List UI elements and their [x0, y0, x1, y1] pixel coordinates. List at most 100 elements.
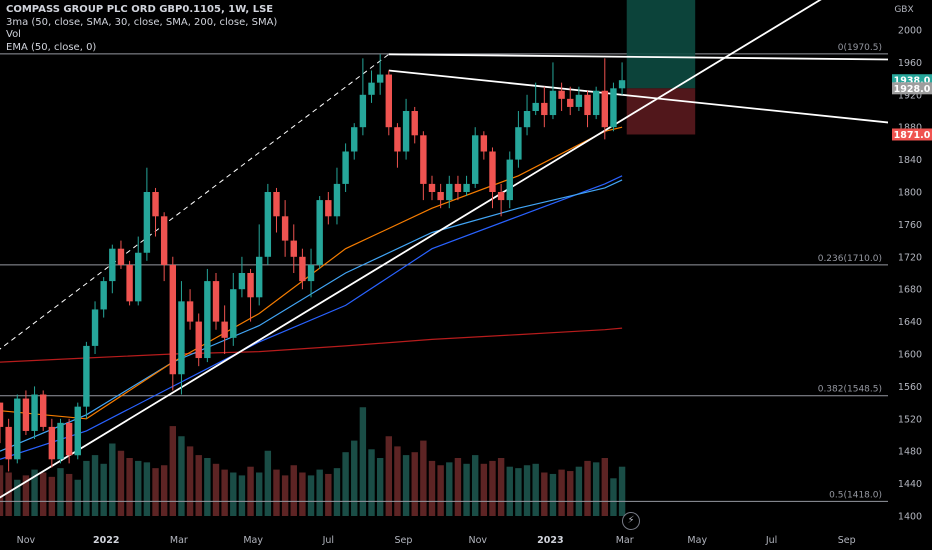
volume-bar — [31, 469, 38, 516]
candle-body — [247, 273, 254, 298]
volume-bar — [221, 469, 228, 516]
time-tick-label: Mar — [616, 535, 634, 546]
candle-body — [437, 192, 444, 201]
fib-level-label: 0.236(1710.0) — [818, 254, 882, 264]
lightning-icon[interactable]: ⚡ — [622, 512, 640, 530]
candle-body — [178, 301, 185, 375]
candle-body — [454, 183, 462, 192]
candle-body — [472, 135, 479, 184]
price-tick-label: 1760 — [898, 220, 922, 231]
trendline — [388, 69, 932, 128]
candle-body — [592, 90, 600, 116]
candle-body — [238, 273, 246, 290]
volume-bar — [160, 465, 168, 516]
candle-body — [186, 301, 194, 322]
trendline — [0, 0, 822, 499]
volume-bar — [57, 468, 64, 516]
candle-body — [359, 94, 367, 128]
volume-bar — [472, 455, 479, 516]
candle-body — [22, 398, 30, 431]
indicator-3ma-label[interactable]: 3ma (50, close, SMA, 30, close, SMA, 200… — [6, 16, 278, 28]
candle-body — [532, 102, 539, 111]
volume-bar — [299, 472, 306, 516]
volume-bar — [618, 466, 626, 516]
volume-bar — [549, 473, 557, 516]
candle-body — [584, 94, 591, 116]
time-tick-label: 2022 — [93, 535, 119, 546]
volume-bar — [584, 460, 591, 516]
trendlines[interactable] — [0, 0, 932, 508]
volume-bar — [126, 458, 133, 516]
volume-bar — [256, 472, 263, 516]
candle-body — [100, 281, 107, 310]
stop-price-text: 1871.0 — [894, 130, 931, 141]
fibonacci-levels[interactable]: 0(1970.5) 0.236(1710.0) 0.382(1548.5) 0.5(1… — [0, 43, 888, 502]
volume-bar — [290, 465, 297, 516]
price-tick-label: 1600 — [898, 350, 922, 361]
candle-body — [506, 159, 513, 201]
trendline — [0, 53, 390, 350]
volume-bar — [420, 440, 427, 516]
candle-body — [117, 248, 125, 265]
candle-body — [281, 216, 289, 241]
volume-bar — [281, 475, 289, 516]
candle-body — [299, 256, 306, 282]
indicator-ema-label[interactable]: EMA (50, close, 0) — [6, 41, 97, 53]
currency-label: GBX — [894, 5, 913, 15]
volume-bar — [325, 473, 332, 516]
candle-body — [316, 200, 323, 265]
candle-body — [109, 248, 116, 282]
candle-body — [31, 394, 38, 431]
time-axis[interactable]: Nov 2022 Mar May Jul Sep Nov 2023 Mar May Jul Sep — [17, 535, 856, 546]
volume-bar — [83, 460, 90, 516]
candle-body — [385, 74, 392, 128]
volume-bar — [610, 478, 617, 516]
candle-body — [230, 289, 237, 338]
candle-body — [204, 281, 211, 359]
volume-bar — [592, 462, 600, 516]
volume-bar — [204, 458, 211, 516]
volume-bar — [100, 463, 107, 516]
indicator-vol-label[interactable]: Vol — [6, 29, 21, 40]
price-tick-label: 1480 — [898, 447, 922, 458]
volume-bar — [5, 472, 12, 516]
candle-body — [558, 90, 565, 99]
candle-body — [126, 264, 133, 302]
symbol-title[interactable]: COMPASS GROUP PLC ORD GBP0.1105, 1W, LSE — [6, 4, 274, 15]
candle-body — [420, 135, 427, 184]
moving-averages — [0, 126, 623, 460]
volume-bar — [402, 455, 410, 516]
candle-body — [57, 422, 64, 460]
volume-bar — [212, 463, 220, 516]
candle-body — [169, 264, 176, 375]
candle-body — [402, 111, 410, 152]
candle-body — [549, 90, 557, 116]
candle-body — [618, 80, 626, 89]
time-tick-label: Mar — [170, 535, 188, 546]
candle-body — [515, 127, 522, 160]
volume-bar — [273, 469, 280, 516]
position-target-zone — [626, 0, 696, 89]
price-tick-label: 1400 — [898, 512, 922, 523]
candle-body — [273, 192, 280, 217]
price-tick-label: 1680 — [898, 285, 922, 296]
candle-body — [40, 394, 47, 427]
candle-body — [463, 183, 470, 192]
chart-legend: COMPASS GROUP PLC ORD GBP0.1105, 1W, LSE… — [6, 4, 277, 54]
candle-body — [290, 240, 297, 257]
fib-level-label: 0.5(1418.0) — [829, 490, 882, 500]
volume-bar — [135, 460, 142, 516]
volume-bar — [601, 458, 608, 516]
volume-bar — [394, 446, 401, 516]
candle-body — [368, 82, 375, 95]
candle-body — [523, 111, 531, 128]
long-position-tool[interactable] — [626, 0, 696, 135]
fib-level-label: 0(1970.5) — [838, 43, 882, 53]
volume-bar — [437, 465, 444, 516]
price-tick-label: 1520 — [898, 414, 922, 425]
candle-body — [567, 98, 574, 107]
candle-body — [256, 256, 263, 298]
candle-body — [428, 183, 436, 192]
candle-body — [48, 426, 56, 460]
